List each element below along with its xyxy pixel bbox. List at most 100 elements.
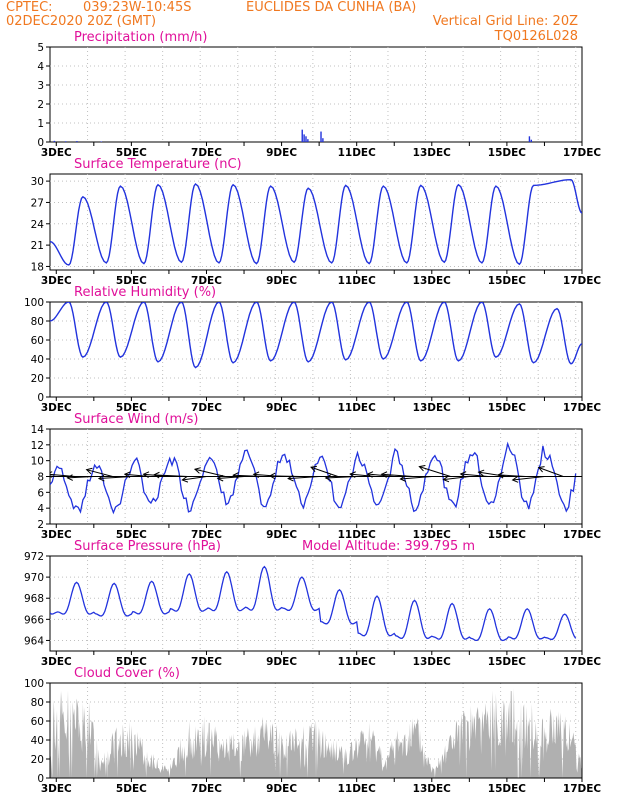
wind-vector bbox=[67, 476, 94, 479]
precip-xtick-label: 13DEC bbox=[413, 147, 452, 159]
wind-vector-head bbox=[26, 472, 31, 478]
temp-ytick-label: 30 bbox=[31, 176, 44, 188]
wind-vector bbox=[400, 476, 432, 480]
precip-series bbox=[53, 129, 533, 142]
precip-bar bbox=[305, 136, 307, 142]
wind-ytick-label: 8 bbox=[37, 472, 44, 484]
precip-title: Precipitation (mm/h) bbox=[74, 30, 207, 45]
wind-vector bbox=[233, 474, 263, 477]
pressure-xtick-label: 9DEC bbox=[266, 656, 297, 668]
temp-line bbox=[50, 178, 582, 266]
wind-vector bbox=[367, 473, 395, 477]
wind-vector-head bbox=[66, 474, 73, 481]
wind-vector bbox=[498, 474, 526, 477]
temp-xtick-label: 17DEC bbox=[563, 275, 602, 287]
pressure-line bbox=[50, 565, 577, 642]
wind-xtick-label: 17DEC bbox=[563, 529, 602, 541]
rh-ytick-label: 60 bbox=[31, 335, 44, 347]
header-coords: 039:23W-10:45S bbox=[83, 0, 191, 15]
rh-ytick-label: 80 bbox=[31, 316, 44, 328]
cloud-xtick-label: 7DEC bbox=[191, 783, 222, 795]
wind-vector-head bbox=[193, 467, 201, 474]
pressure-ytick-label: 968 bbox=[24, 593, 44, 605]
pressure-xtick-label: 15DEC bbox=[488, 656, 527, 668]
temp-xtick-label: 9DEC bbox=[266, 275, 297, 287]
cloud-ytick-label: 100 bbox=[24, 678, 44, 690]
precip-ytick-label: 0 bbox=[37, 137, 44, 149]
wind-vector-head bbox=[181, 476, 189, 483]
precip-bar bbox=[301, 129, 303, 142]
wind-vector bbox=[419, 466, 451, 477]
wind-title: Surface Wind (m/s) bbox=[74, 412, 198, 427]
rh-xtick-label: 3DEC bbox=[41, 402, 72, 414]
wind-vector-head bbox=[477, 469, 485, 477]
wind-panel: 2 4 6 8 10 12 14 3DEC 5DEC 7DEC 9DEC 11DEC 13DEC 15DE… bbox=[26, 412, 602, 541]
wind-ytick-label: 6 bbox=[37, 487, 44, 499]
rh-xtick-label: 5DEC bbox=[116, 402, 147, 414]
wind-xtick-label: 7DEC bbox=[191, 529, 222, 541]
cloud-xtick-label: 5DEC bbox=[116, 783, 147, 795]
wind-vector-head bbox=[459, 471, 467, 478]
cloud-xtick-label: 15DEC bbox=[488, 783, 527, 795]
header-datetime: 02DEC2020 20Z (GMT) bbox=[6, 14, 156, 29]
wind-vector-head bbox=[142, 471, 150, 478]
header-org: CPTEC: bbox=[6, 0, 53, 15]
wind-vector-head bbox=[152, 471, 160, 479]
wind-vector-head bbox=[216, 474, 224, 482]
precip-xtick-label: 3DEC bbox=[41, 147, 72, 159]
cloud-xtick-label: 11DEC bbox=[338, 783, 377, 795]
cloud-ytick-label: 60 bbox=[31, 716, 44, 728]
wind-vector-head bbox=[349, 471, 356, 478]
wind-vector-head bbox=[97, 474, 105, 482]
wind-vector-head bbox=[232, 472, 239, 479]
temp-title: Surface Temperature (nC) bbox=[74, 157, 242, 172]
pressure-ytick-label: 966 bbox=[24, 614, 44, 626]
wind-vector bbox=[50, 475, 57, 477]
rh-xtick-label: 11DEC bbox=[338, 402, 377, 414]
temp-xtick-label: 13DEC bbox=[413, 275, 452, 287]
pressure-frame bbox=[49, 555, 583, 652]
pressure-xtick-label: 7DEC bbox=[191, 656, 222, 668]
rh-xtick-label: 15DEC bbox=[488, 402, 527, 414]
wind-xtick-label: 11DEC bbox=[338, 529, 377, 541]
precip-bar bbox=[530, 139, 533, 142]
wind-vector-head bbox=[537, 466, 545, 473]
cloud-xtick-label: 13DEC bbox=[413, 783, 452, 795]
cloud-ytick-label: 20 bbox=[31, 754, 44, 766]
wind-ytick-label: 4 bbox=[37, 503, 44, 515]
rh-ytick-label: 100 bbox=[24, 297, 44, 309]
cloud-title: Cloud Cover (%) bbox=[74, 666, 180, 681]
precip-xtick-label: 5DEC bbox=[116, 147, 147, 159]
wind-series bbox=[26, 441, 582, 515]
cloud-ytick-label: 80 bbox=[31, 697, 44, 709]
precip-ytick-label: 4 bbox=[37, 61, 44, 73]
wind-vector-head bbox=[123, 471, 131, 479]
temp-xtick-label: 5DEC bbox=[116, 275, 147, 287]
pressure-xtick-label: 17DEC bbox=[563, 656, 602, 668]
wind-vector bbox=[460, 473, 489, 477]
precip-bar bbox=[100, 141, 103, 142]
pressure-title: Surface Pressure (hPa) bbox=[74, 539, 221, 554]
precip-ytick-label: 1 bbox=[37, 118, 44, 130]
wind-ytick-label: 2 bbox=[37, 519, 44, 531]
wind-vector bbox=[98, 476, 132, 480]
pressure-model-altitude: Model Altitude: 399.795 m bbox=[302, 539, 475, 554]
precip-xtick-label: 7DEC bbox=[191, 147, 222, 159]
temp-panel: 18 21 24 27 30 3DEC 5DEC 7DEC 9DEC 11DEC 13DEC 15DE… bbox=[31, 157, 602, 287]
temp-xtick-label: 15DEC bbox=[488, 275, 527, 287]
precip-bar bbox=[320, 131, 322, 142]
temp-ytick-label: 24 bbox=[31, 219, 45, 231]
temp-series bbox=[50, 178, 582, 266]
pressure-xtick-label: 5DEC bbox=[116, 656, 147, 668]
wind-vector-head bbox=[85, 467, 93, 475]
wind-vector bbox=[512, 476, 545, 481]
wind-vector-head bbox=[268, 472, 276, 480]
rh-panel: 0 20 40 60 80 100 3DEC 5DEC 7DEC 9DEC 11DEC 13DEC 15… bbox=[24, 285, 601, 414]
cloud-panel: 0 20 40 60 80 100 3DEC 5DEC 7DEC 9DEC 11DEC 13DEC 15… bbox=[24, 666, 601, 795]
precip-frame bbox=[49, 46, 583, 143]
wind-vector-head bbox=[399, 475, 407, 482]
pressure-ytick-label: 972 bbox=[24, 551, 44, 563]
wind-vector bbox=[310, 466, 339, 477]
wind-xtick-label: 15DEC bbox=[488, 529, 527, 541]
